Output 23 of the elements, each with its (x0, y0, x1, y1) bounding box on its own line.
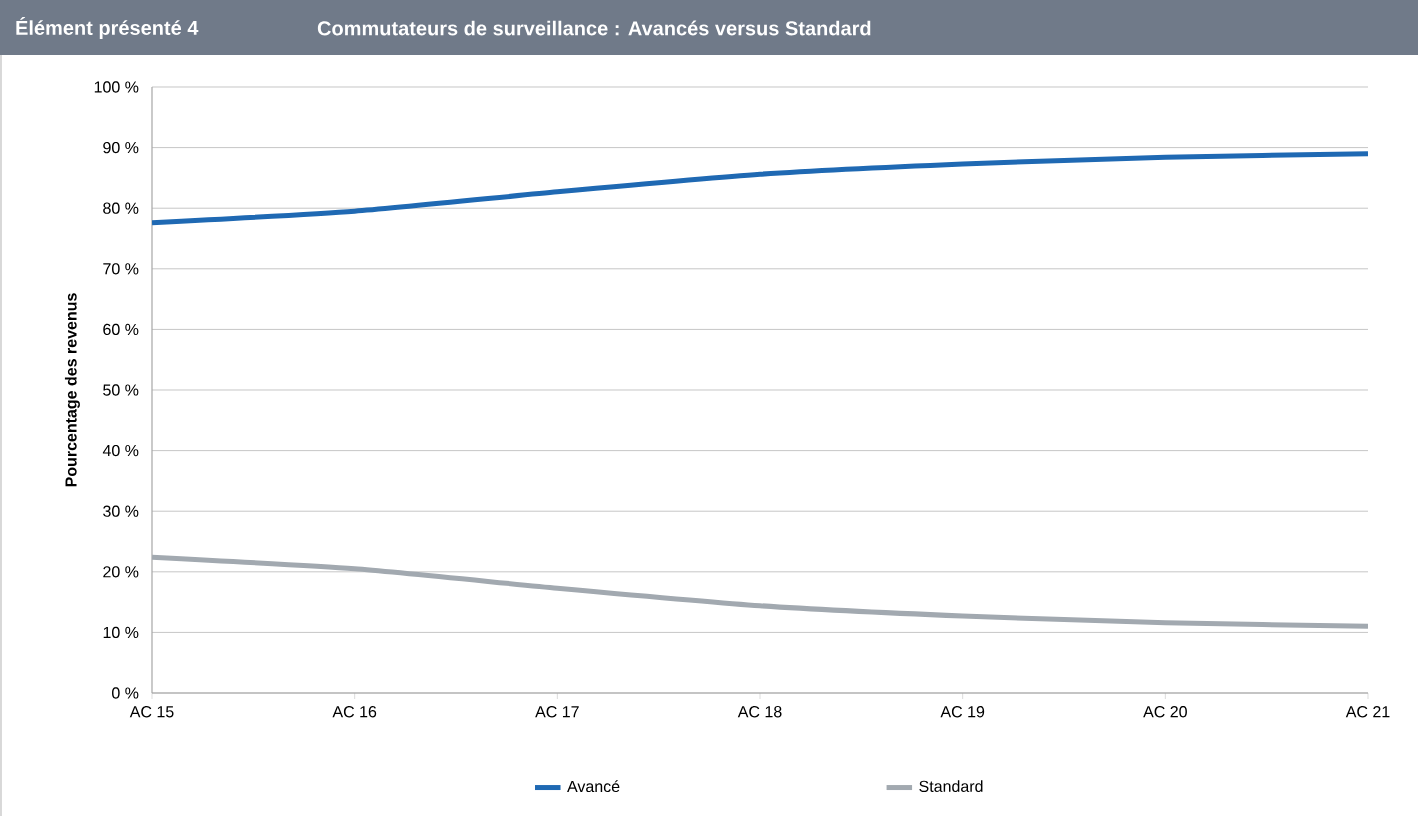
x-tick-label: AC 15 (129, 706, 174, 718)
legend-label: Avancé (567, 780, 620, 793)
x-tick-label: AC 21 (1345, 706, 1390, 718)
x-tick-label: AC 17 (535, 706, 579, 718)
chart-subtitle: Commutateurs de surveillance : Avancés versus Standard (317, 20, 871, 36)
y-tick-label: 80 % (103, 202, 139, 214)
x-tick-label: AC 16 (332, 706, 377, 718)
x-tick-label: AC 18 (737, 706, 782, 718)
y-tick-label: 50 % (103, 384, 139, 396)
y-tick-label: 60 % (103, 323, 139, 336)
y-tick-label: 40 % (102, 444, 139, 457)
y-tick-label: 20 % (103, 566, 139, 578)
x-tick-label: AC 20 (1143, 706, 1187, 718)
chart-title: Élément présenté 4 (16, 17, 199, 39)
y-tick-label: 90 % (103, 141, 139, 154)
y-tick-label: 30 % (103, 505, 139, 517)
y-tick-label: 100 % (94, 81, 139, 93)
y-tick-label: 10 % (103, 626, 139, 639)
y-tick-label: 70 % (103, 263, 139, 275)
legend-label: Standard (919, 780, 983, 793)
y-axis-title: Pourcentage des revenus (64, 293, 80, 487)
y-tick-label: 0 % (112, 687, 139, 699)
x-tick-label: AC 19 (940, 706, 985, 718)
